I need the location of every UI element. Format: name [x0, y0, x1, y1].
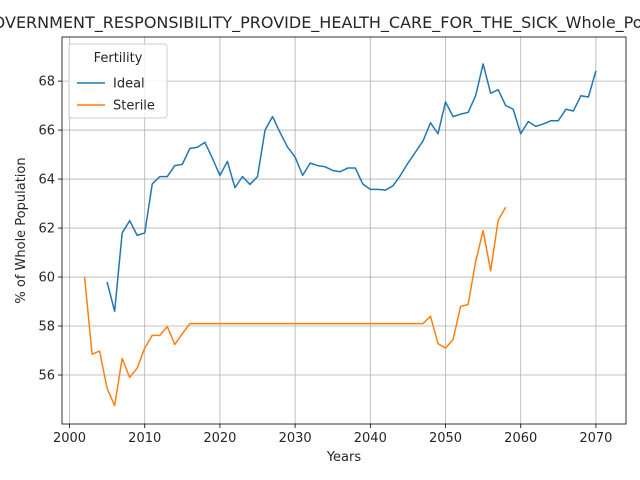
x-tick-label: 2020	[203, 431, 236, 446]
x-tick-label: 2050	[429, 431, 462, 446]
y-axis: 56 58 60 62 64 66 68	[38, 75, 62, 384]
x-tick-label: 2070	[579, 431, 612, 446]
x-axis: 2000 2010 2020 2030 2040 2050 2060 2070	[53, 424, 612, 446]
legend-items: Ideal Sterile	[77, 77, 155, 114]
series-line-ideal	[106, 63, 597, 313]
y-axis-label: % of Whole Population	[14, 157, 29, 303]
x-tick-label: 2000	[53, 431, 86, 446]
series-line-sterile	[83, 206, 507, 407]
legend-title: Fertility	[94, 51, 143, 66]
y-tick-label: 56	[38, 369, 55, 384]
x-tick-label: 2060	[504, 431, 537, 446]
x-axis-label: Years	[326, 450, 362, 465]
y-tick-label: 68	[38, 75, 55, 90]
legend: Fertility Ideal Sterile	[68, 43, 168, 119]
x-tick-label: 2010	[128, 431, 161, 446]
chart-title: GOVERNMENT_RESPONSIBILITY_PROVIDE_HEALTH…	[0, 13, 640, 33]
x-tick-label: 2040	[354, 431, 387, 446]
y-tick-label: 60	[38, 271, 55, 286]
grid	[62, 37, 626, 424]
y-tick-label: 64	[38, 173, 55, 188]
y-tick-label: 66	[38, 124, 55, 139]
x-tick-label: 2030	[279, 431, 312, 446]
y-tick-label: 62	[38, 222, 55, 237]
legend-box	[68, 43, 168, 119]
legend-label-ideal: Ideal	[113, 77, 145, 92]
series-lines	[83, 63, 597, 407]
legend-label-sterile: Sterile	[113, 99, 155, 114]
plot-area	[61, 36, 627, 425]
y-tick-label: 58	[38, 320, 55, 335]
